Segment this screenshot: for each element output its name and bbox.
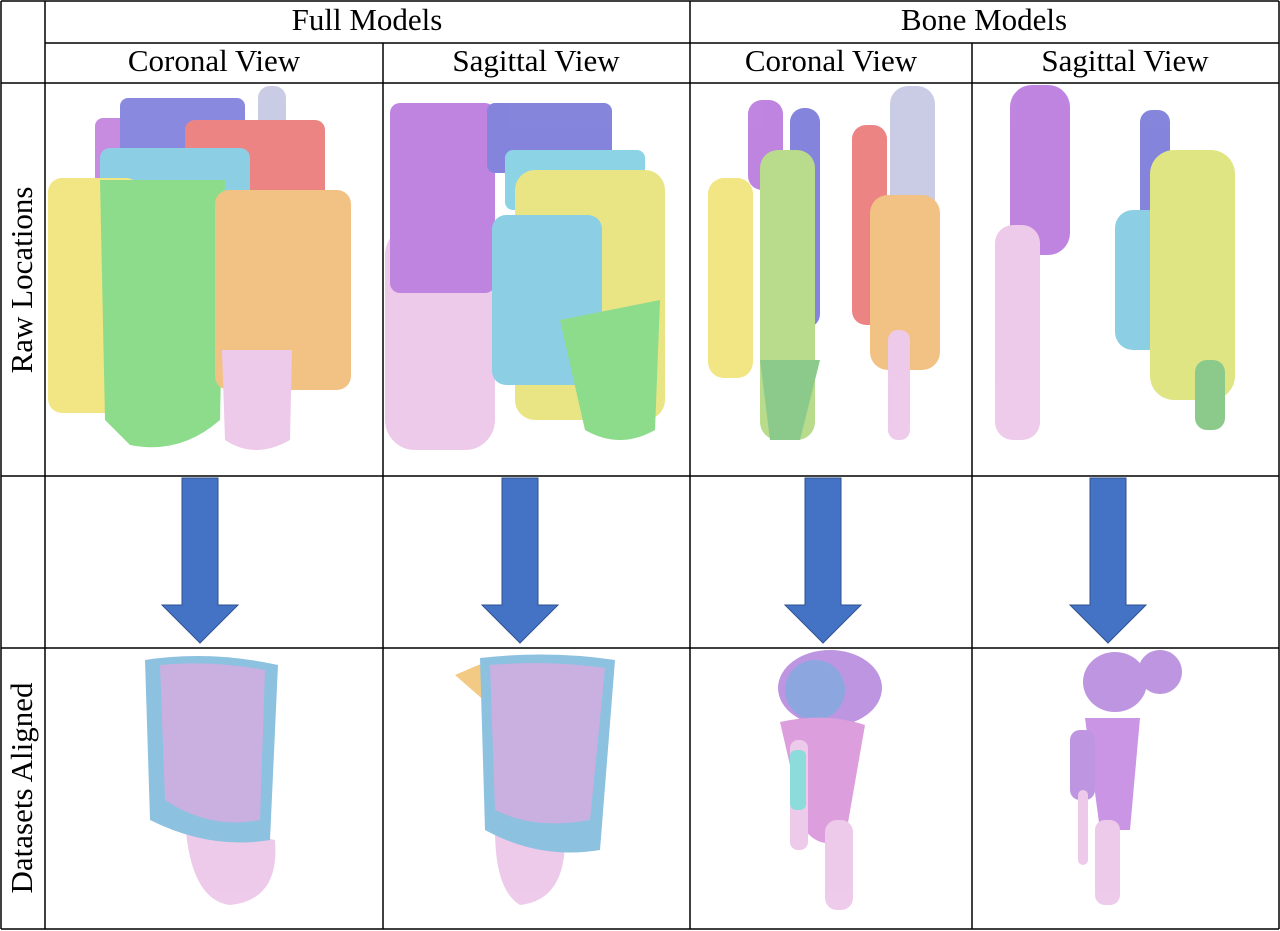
row-label: Raw Locations — [4, 187, 39, 374]
group-header: Full Models — [292, 2, 443, 37]
arrows-part — [160, 477, 240, 644]
aligned-bone-sagittal-part — [1138, 650, 1182, 694]
raw-full-sagittal-part — [390, 103, 495, 293]
aligned-bone-sagittal-part — [1085, 718, 1140, 830]
arrows-part — [783, 477, 863, 644]
raw-full-sagittal — [385, 103, 665, 450]
raw-bone-coronal-part — [888, 330, 910, 440]
raw-bone-sagittal-part — [1195, 360, 1225, 430]
raw-bone-coronal-part — [708, 178, 753, 378]
aligned-bone-coronal-part — [785, 660, 845, 720]
arrows-part — [1068, 477, 1148, 644]
aligned-full-coronal-part — [160, 663, 265, 823]
aligned-full-sagittal-part — [490, 663, 605, 824]
raw-full-coronal-part — [222, 350, 292, 450]
raw-full-coronal-part — [100, 180, 225, 448]
row-label: Datasets Aligned — [4, 682, 39, 893]
raw-full-sagittal-part — [560, 300, 660, 440]
aligned-bone-sagittal-part — [1070, 730, 1095, 800]
raw-bone-sagittal-part — [995, 225, 1040, 440]
aligned-full-coronal — [145, 656, 278, 905]
aligned-bone-sagittal-part — [1095, 820, 1120, 905]
aligned-full-sagittal — [455, 654, 615, 905]
raw-bone-sagittal-part — [1150, 150, 1235, 400]
raw-bone-coronal-part — [870, 195, 940, 370]
view-header: Sagittal View — [1041, 43, 1209, 78]
aligned-bone-sagittal-part — [1083, 652, 1147, 712]
arrows — [160, 477, 1148, 644]
aligned-bone-coronal-part — [790, 750, 806, 810]
raw-full-coronal — [48, 86, 351, 450]
aligned-bone-coronal-part — [825, 820, 853, 910]
aligned-bone-coronal — [778, 650, 882, 910]
group-header: Bone Models — [901, 2, 1067, 37]
view-header: Coronal View — [745, 43, 918, 78]
raw-bone-sagittal-part — [1010, 85, 1070, 255]
aligned-bone-sagittal-part — [1078, 790, 1088, 865]
raw-bone-coronal-part — [760, 360, 820, 440]
arrows-part — [480, 477, 560, 644]
view-header: Sagittal View — [452, 43, 620, 78]
view-header: Coronal View — [128, 43, 301, 78]
raw-bone-coronal — [708, 86, 940, 440]
raw-bone-sagittal — [995, 85, 1235, 440]
raw-full-coronal-part — [215, 190, 351, 390]
aligned-bone-sagittal — [1070, 650, 1182, 905]
